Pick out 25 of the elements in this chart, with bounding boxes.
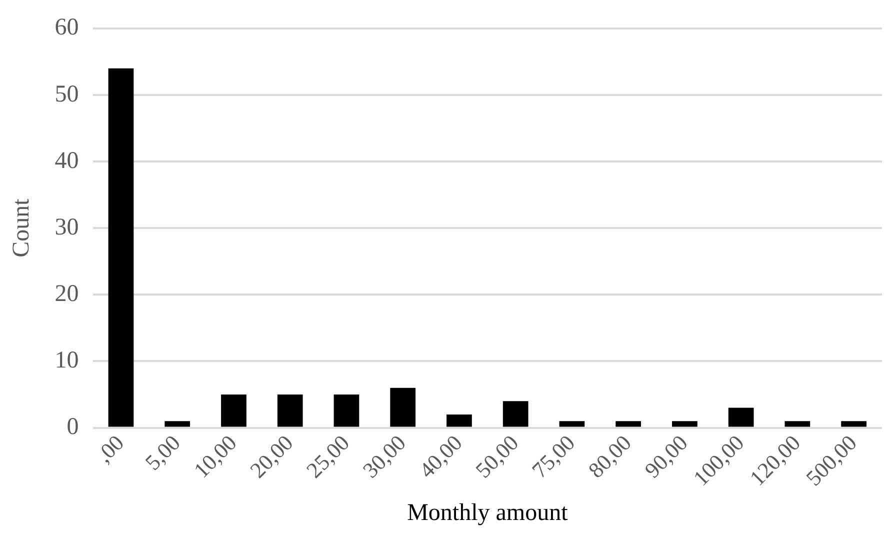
y-axis-title: Count xyxy=(8,198,35,258)
x-tick-label: ,00 xyxy=(91,430,129,468)
y-tick-label: 60 xyxy=(54,14,79,41)
y-tick-label: 50 xyxy=(54,81,79,108)
bar xyxy=(616,421,642,427)
bar xyxy=(221,394,246,427)
bar xyxy=(841,421,866,427)
bar xyxy=(559,421,585,427)
bar xyxy=(164,421,190,427)
x-tick-label: 5,00 xyxy=(140,430,185,475)
bar xyxy=(502,401,528,427)
bar xyxy=(108,68,134,427)
y-tick-label: 20 xyxy=(54,280,79,307)
bar xyxy=(784,421,810,427)
y-tick-label: 0 xyxy=(66,414,79,440)
bar xyxy=(446,414,472,427)
bar xyxy=(672,421,698,427)
bar xyxy=(390,388,416,427)
y-tick-label: 10 xyxy=(54,347,79,374)
x-axis-title: Monthly amount xyxy=(407,500,568,526)
bar xyxy=(728,408,754,427)
y-tick-label: 30 xyxy=(54,214,79,240)
bar xyxy=(277,394,303,427)
bar xyxy=(334,394,360,427)
y-tick-label: 40 xyxy=(54,148,79,174)
